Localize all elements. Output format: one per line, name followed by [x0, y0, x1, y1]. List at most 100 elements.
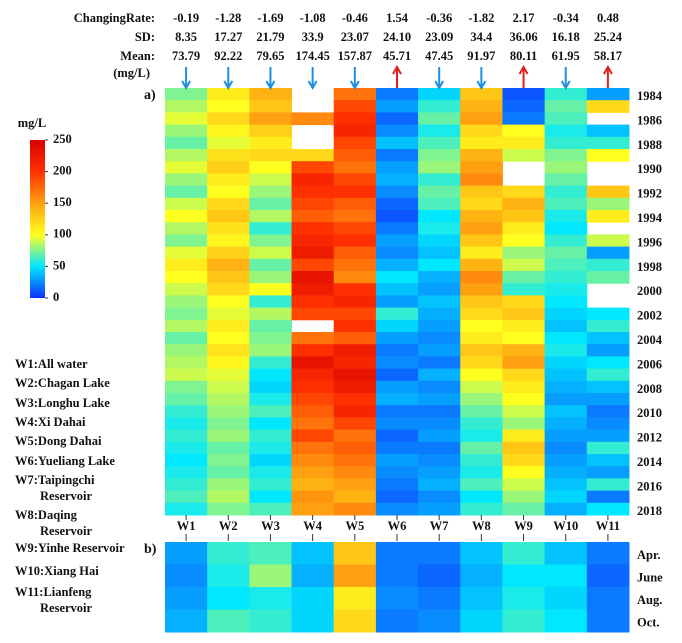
- heat-cell: [207, 136, 250, 150]
- heat-cell: [418, 88, 461, 101]
- heat-cell: [544, 609, 588, 633]
- heat-cell: [375, 124, 419, 138]
- heat-cell: [291, 161, 335, 174]
- heat-cell: [460, 405, 503, 418]
- heat-cell: [544, 246, 588, 260]
- heat-cell: [418, 356, 461, 370]
- x-tick-label: W7: [430, 519, 449, 533]
- heat-cell: [418, 368, 461, 382]
- heat-cell: [375, 332, 419, 345]
- y-tick-label: 1984: [637, 89, 663, 103]
- x-tick-label: W9: [514, 519, 533, 533]
- heat-cell: [207, 222, 250, 235]
- heat-cell: [418, 136, 461, 150]
- stat-value: 80.11: [510, 49, 537, 63]
- heat-cell: [460, 609, 503, 633]
- heat-cell: [333, 185, 377, 199]
- heat-cell: [249, 258, 293, 272]
- heat-cell: [249, 319, 293, 333]
- heat-cell: [207, 356, 250, 370]
- colorbar: [30, 140, 45, 298]
- heat-cell: [333, 490, 377, 504]
- heat-cell: [249, 173, 293, 187]
- heat-cell: [333, 100, 377, 113]
- heat-cell: [333, 307, 377, 321]
- heat-cell: [333, 393, 377, 406]
- heat-cell: [418, 185, 461, 199]
- heat-cell: [502, 380, 546, 394]
- heat-cell: [460, 112, 503, 126]
- heat-cell: [333, 587, 377, 610]
- heat-cell: [502, 454, 546, 467]
- y-tick-label: 2000: [637, 284, 662, 298]
- y-tick-label: 2014: [637, 455, 663, 469]
- heat-cell: [291, 149, 335, 162]
- heat-cell: [502, 564, 546, 588]
- heat-cell: [502, 368, 546, 382]
- heat-cell: [375, 100, 419, 113]
- heat-cell: [460, 478, 503, 492]
- heat-cell: [165, 100, 208, 113]
- heat-cell: [291, 356, 335, 370]
- colorbar-title: mg/L: [18, 116, 46, 130]
- stat-value: 47.45: [425, 49, 453, 63]
- colorbar-tick-label: 200: [53, 163, 72, 177]
- heat-cell: [249, 368, 293, 382]
- heat-cell: [207, 490, 250, 504]
- trend-arrow-head: [223, 80, 234, 91]
- x-tick-label: W6: [388, 519, 407, 533]
- heat-cell: [460, 368, 503, 382]
- heat-cell: [333, 283, 377, 296]
- heat-cell: [502, 185, 546, 199]
- heat-cell: [586, 417, 630, 431]
- heat-cell: [333, 356, 377, 370]
- heat-cell: [502, 88, 546, 101]
- heat-cell: [418, 307, 461, 321]
- heat-cell: [586, 405, 630, 418]
- heat-cell: [375, 405, 419, 418]
- x-tick-label: W8: [472, 519, 491, 533]
- heat-cell: [418, 283, 461, 296]
- y-tick-label: Oct.: [637, 616, 660, 630]
- heat-cell: [249, 136, 293, 150]
- heat-cell: [249, 185, 293, 199]
- heat-cell: [165, 417, 208, 431]
- heat-cell: [333, 234, 377, 248]
- heat-cell: [544, 564, 588, 588]
- heat-cell: [207, 124, 250, 138]
- stat-value: -0.19: [173, 11, 199, 25]
- heat-cell: [586, 587, 630, 610]
- heat-cell: [418, 332, 461, 345]
- heat-cell: [460, 429, 503, 443]
- heat-cell: [207, 502, 250, 516]
- heat-cell: [165, 149, 208, 162]
- heat-cell: [586, 234, 630, 248]
- heat-cell: [502, 356, 546, 370]
- heat-cell: [544, 112, 588, 126]
- heat-cell: [249, 466, 293, 479]
- stat-value: 157.87: [338, 49, 372, 63]
- heat-cell: [460, 502, 503, 516]
- heat-cell: [586, 210, 630, 223]
- heat-cell: [207, 210, 250, 223]
- colorbar-tick-label: 50: [53, 258, 66, 272]
- heat-cell: [502, 197, 546, 211]
- heat-cell: [165, 393, 208, 406]
- heat-cell: [375, 587, 419, 610]
- heat-cell: [291, 210, 335, 223]
- heat-cell: [165, 502, 208, 516]
- heat-cell: [544, 258, 588, 272]
- stat-value: 58.17: [594, 49, 622, 63]
- heat-cell: [291, 502, 335, 516]
- heat-cell: [249, 222, 293, 235]
- heat-cell: [502, 542, 546, 565]
- heat-cell: [291, 173, 335, 187]
- heat-cell: [249, 405, 293, 418]
- heat-cell: [502, 429, 546, 443]
- stat-value: 79.65: [256, 49, 284, 63]
- heat-cell: [502, 332, 546, 345]
- heat-cell: [502, 136, 546, 150]
- y-tick-label: 1994: [637, 211, 663, 225]
- x-tick-label: W1: [177, 519, 196, 533]
- heat-cell: [502, 478, 546, 492]
